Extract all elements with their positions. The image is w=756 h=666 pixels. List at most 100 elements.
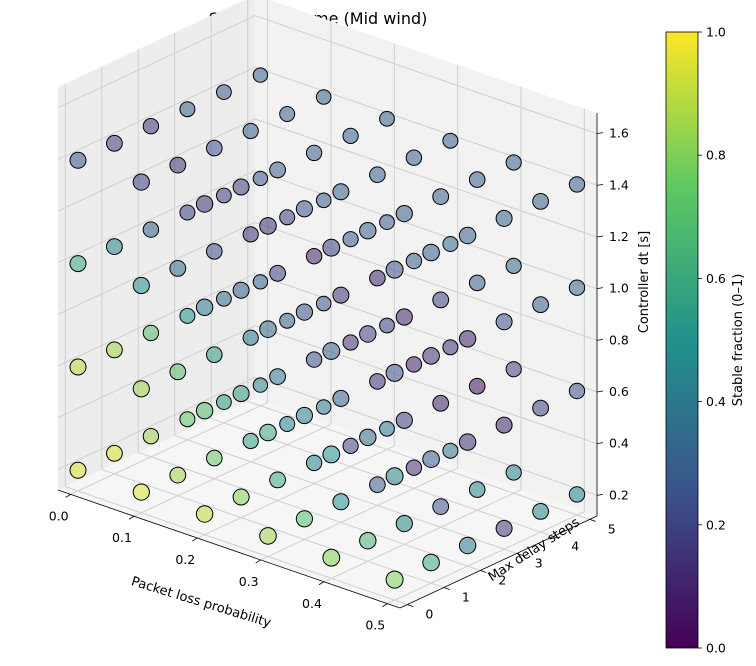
z-axis-label: Controller dt [s] <box>637 231 652 333</box>
scatter-point <box>568 279 586 296</box>
scatter-point <box>279 416 296 432</box>
grid-line-z <box>254 376 598 496</box>
scatter-point <box>295 200 313 218</box>
scatter-point <box>232 488 250 506</box>
y-tick-label: 3 <box>535 556 543 571</box>
z-tick-label: 1.0 <box>609 281 629 296</box>
scatter-point <box>395 205 413 223</box>
scatter-point <box>568 382 586 400</box>
scatter-point <box>142 221 160 238</box>
scatter-point <box>216 187 232 204</box>
scatter-point <box>369 476 386 494</box>
scatter-point <box>385 363 404 382</box>
scatter-point <box>269 264 287 282</box>
scatter-point <box>342 334 359 351</box>
grid-line-x <box>387 511 585 605</box>
scatter-point <box>142 324 160 342</box>
scatter-point <box>385 260 404 279</box>
scatter-point <box>232 385 250 403</box>
scatter-point <box>206 346 223 364</box>
scatter-point <box>106 134 123 152</box>
scatter-point <box>332 183 350 201</box>
colorbar-tick-label: 0.2 <box>706 517 726 532</box>
x-tick-label: 0.1 <box>112 530 132 545</box>
scatter-point <box>169 156 187 174</box>
scatter-point <box>252 274 269 290</box>
grid-line-z <box>254 273 598 393</box>
scatter-point <box>468 274 486 292</box>
scatter-point <box>179 204 196 221</box>
scatter-point <box>279 106 296 122</box>
x-tick-label: 0.4 <box>302 596 322 611</box>
x-tick-mark <box>318 581 325 586</box>
scatter-point <box>369 373 386 390</box>
scatter-point <box>295 406 313 425</box>
scatter-point <box>179 411 196 428</box>
scatter-point <box>422 347 440 365</box>
scatter-point <box>422 243 440 262</box>
scatter-point <box>505 257 522 274</box>
scatter-point <box>106 444 123 462</box>
scatter-point <box>305 248 323 265</box>
scatter-point <box>106 238 123 256</box>
colorbar-tick-label: 0.6 <box>706 271 726 286</box>
scatter-point <box>442 132 459 149</box>
y-axis-line <box>399 515 598 609</box>
scatter-point <box>132 483 150 501</box>
y-tick-mark <box>589 519 596 522</box>
left-pane <box>58 0 255 490</box>
x-tick-label: 0.0 <box>49 508 69 523</box>
scatter-point <box>342 437 359 454</box>
colorbar-tick-label: 0.8 <box>706 148 726 163</box>
scatter-point <box>269 471 287 489</box>
scatter-point <box>379 110 395 127</box>
scatter-point <box>259 217 277 235</box>
tick-labels: 0.0 0.1 0.2 0.3 0.4 0.5 0 1 2 3 4 5 0.2 0.4 0.6 0.8 1.0 1… <box>49 126 629 633</box>
grid-line-z <box>57 376 256 470</box>
colorbar-bar <box>665 31 699 649</box>
scatter-point <box>242 226 259 243</box>
y-tick-label: 4 <box>571 538 579 553</box>
scatter-point <box>252 67 269 83</box>
scatter-point <box>395 308 413 326</box>
y-tick-mark <box>480 570 487 573</box>
scatter-point <box>359 532 377 550</box>
grid-line-x <box>133 423 332 517</box>
scatter-point <box>279 209 296 226</box>
scatter-point <box>216 290 232 307</box>
scatter-point <box>315 399 332 415</box>
scatter-point <box>216 394 232 411</box>
scatter-point <box>259 320 277 339</box>
scatter-point <box>322 548 341 567</box>
scatter-point <box>195 402 214 420</box>
scatter-point <box>179 307 196 324</box>
scatter-point <box>495 313 513 331</box>
scatter-point <box>195 298 214 316</box>
scatter-point <box>242 329 259 346</box>
scatter-point <box>252 377 269 393</box>
scatter-point <box>505 361 522 378</box>
grid-line-x <box>323 489 522 583</box>
z-tick-label: 0.8 <box>609 332 629 347</box>
scatter-point <box>315 295 332 312</box>
x-tick-mark <box>65 494 71 498</box>
scatter-point <box>432 498 450 516</box>
scatter-point <box>332 389 350 407</box>
scatter-point <box>405 459 423 476</box>
scatter-point <box>252 170 269 187</box>
grid-line-z <box>254 325 598 445</box>
scatter-point <box>468 481 486 498</box>
scatter-point <box>442 236 459 252</box>
z-tick-label: 1.4 <box>609 177 629 192</box>
grid-line-y <box>65 486 408 606</box>
scatter-point <box>269 368 287 386</box>
scatter-point <box>132 173 150 191</box>
x-tick-mark <box>382 603 388 607</box>
grid-line-z <box>57 170 256 264</box>
grid-line-z <box>57 66 256 160</box>
scatter-point <box>458 226 477 245</box>
scatter-point <box>395 411 413 429</box>
scatter-point <box>315 89 332 105</box>
grid-line-y <box>174 435 517 554</box>
scatter-point <box>432 394 450 412</box>
